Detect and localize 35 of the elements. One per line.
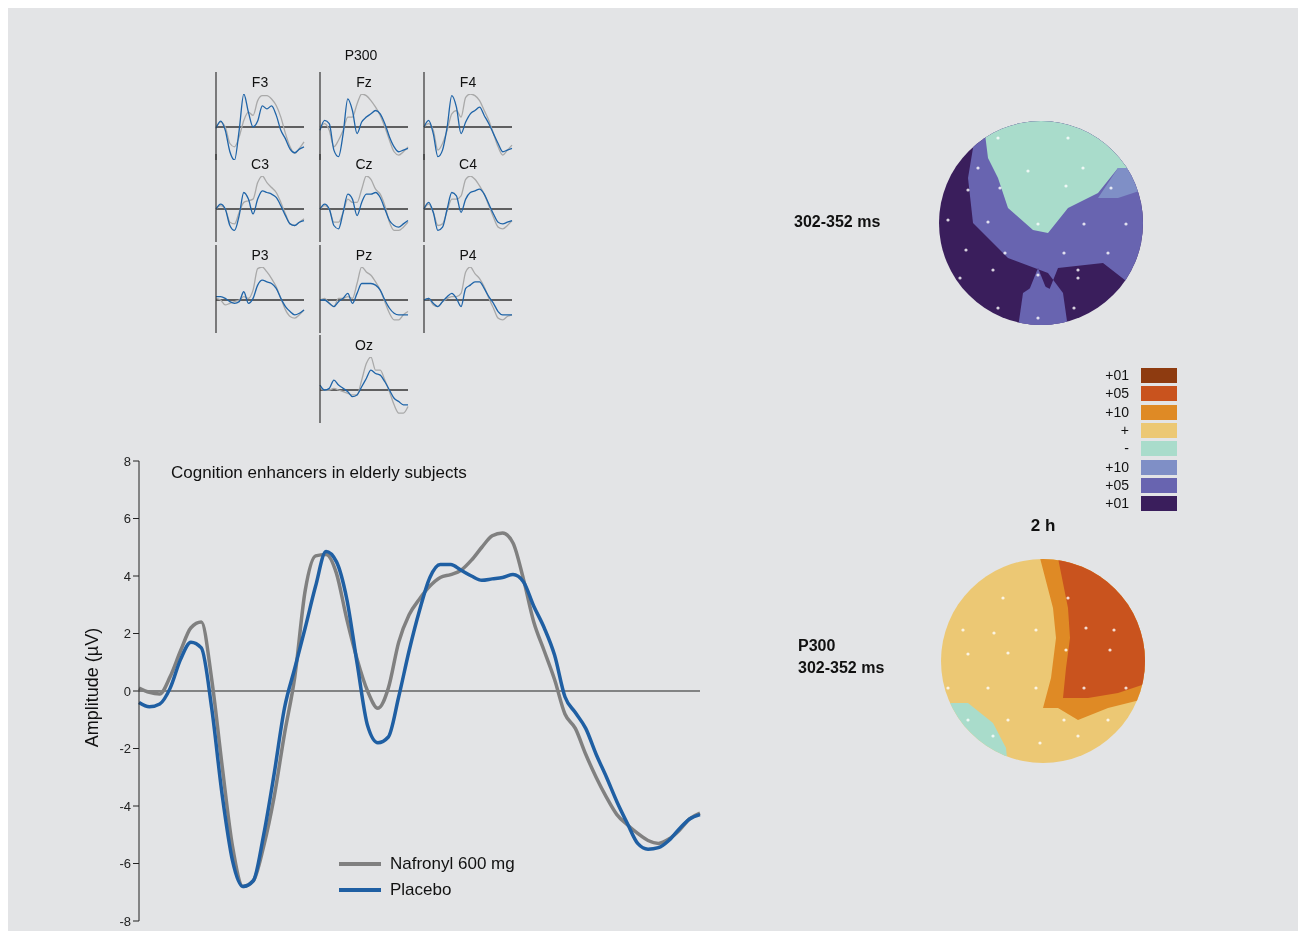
y-tick-label: -8 [119, 913, 131, 929]
text: P300 302-352 ms [798, 636, 885, 678]
chart-title: Cognition enhancers in elderly subjects [171, 463, 467, 483]
chart-title: Fz [355, 74, 373, 90]
legend-label: Placebo [390, 880, 452, 900]
y-tick-label: -4 [119, 798, 131, 814]
category-label: +01 [1105, 495, 1129, 512]
y-tick-label: 0 [123, 683, 131, 699]
chart-title: F4 [458, 74, 478, 90]
text: 2 h [1029, 516, 1057, 536]
category-label: - [1124, 440, 1129, 457]
y-tick-label: 4 [123, 568, 131, 584]
y-tick-label: 2 [123, 626, 131, 642]
category-label: + [1120, 421, 1129, 438]
y-axis-title: Amplitude (µV) [81, 626, 103, 749]
category-label: +05 [1105, 476, 1129, 493]
y-tick-label: -2 [119, 741, 131, 757]
category-label: +05 [1105, 385, 1129, 402]
y-tick-label: 8 [123, 453, 131, 469]
legend-label: Nafronyl 600 mg [390, 854, 515, 874]
chart-title: Pz [354, 247, 374, 263]
category-label: +10 [1105, 403, 1129, 420]
y-tick-label: 6 [123, 511, 131, 527]
chart-title: C3 [250, 156, 270, 172]
category-label: +01 [1105, 367, 1129, 383]
chart-title: Oz [354, 337, 374, 353]
chart-title: P3 [250, 247, 270, 263]
chart-title: C4 [458, 156, 478, 172]
chart-title: F3 [250, 74, 270, 90]
category-label: +10 [1105, 458, 1129, 475]
chart-title: P4 [458, 247, 478, 263]
text: P300 [343, 46, 379, 65]
chart-title: Cz [354, 156, 374, 172]
y-tick-label: -6 [119, 856, 131, 872]
text: 302-352 ms [794, 212, 881, 232]
